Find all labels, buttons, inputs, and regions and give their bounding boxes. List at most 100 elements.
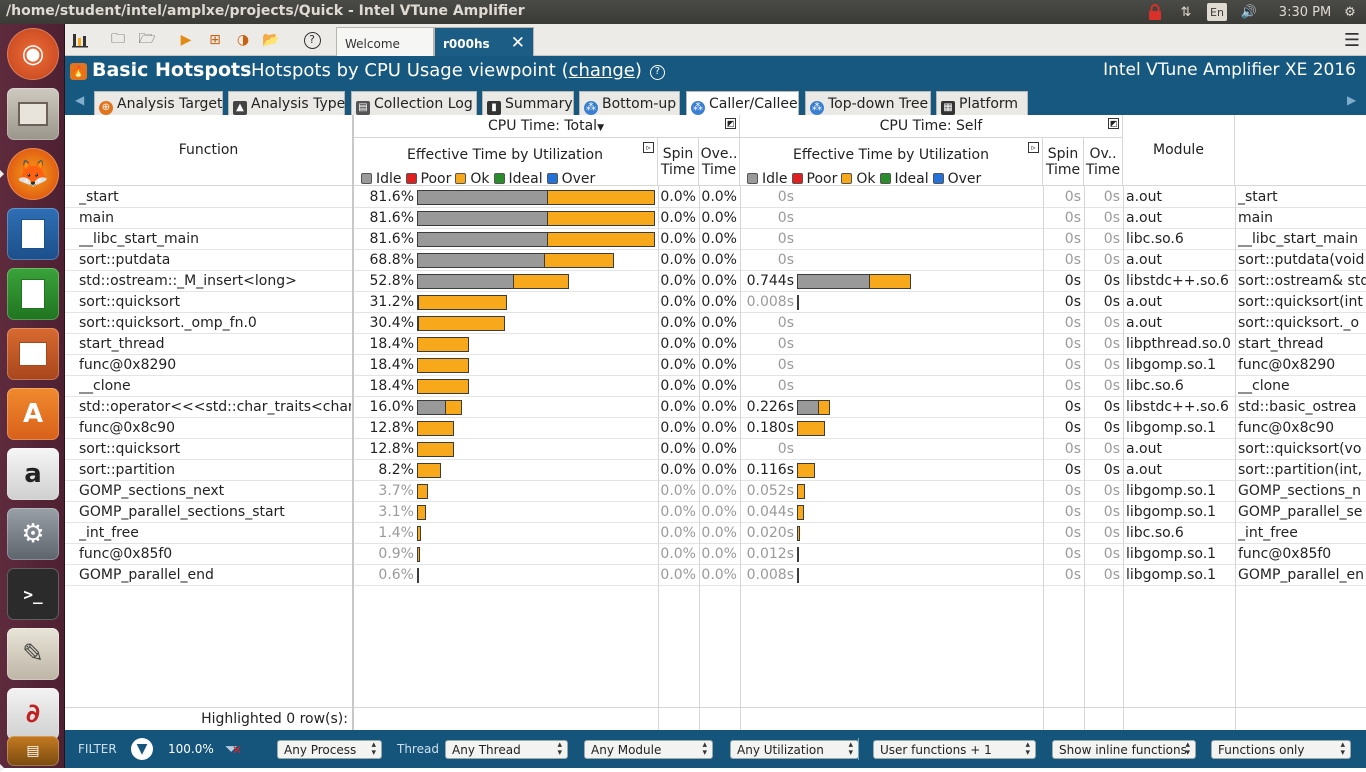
- cpu-total-bar: [417, 547, 420, 562]
- system-settings-icon[interactable]: ⚙: [7, 508, 59, 560]
- vtune-chart-icon[interactable]: [70, 30, 90, 50]
- table-row[interactable]: main 81.6% 0.0% 0.0% 0s 0s 0s a.out main: [65, 208, 1366, 229]
- header-spin-self[interactable]: Spin Time: [1043, 138, 1084, 186]
- ubuntu-dash-icon[interactable]: ◉: [7, 28, 59, 80]
- inline-select[interactable]: Show inline functions ▴ ▾: [1052, 740, 1196, 759]
- header-spin-total[interactable]: Spin Time: [658, 138, 699, 186]
- table-row[interactable]: GOMP_sections_next 3.7% 0.0% 0.0% 0.052s 0s 0s…: [65, 481, 1366, 502]
- thread-select[interactable]: Any Thread ▴ ▾: [445, 740, 568, 759]
- clock[interactable]: 3:30 PM: [1278, 4, 1332, 20]
- files-icon[interactable]: [7, 88, 59, 140]
- full-function-name: func@0x8290: [1238, 357, 1336, 373]
- table-row[interactable]: GOMP_parallel_end 0.6% 0.0% 0.0% 0.008s 0s 0s l…: [65, 565, 1366, 586]
- network-arrows-icon[interactable]: ⇅: [1180, 4, 1192, 20]
- header-over-total[interactable]: Ove.. Time: [699, 138, 740, 186]
- lock-icon[interactable]: [1146, 2, 1164, 22]
- functions-select[interactable]: User functions + 1 ▴ ▾: [873, 740, 1036, 759]
- cpu-total-bar: [417, 232, 655, 247]
- tabs-scroll-left-icon[interactable]: ◀: [75, 93, 85, 107]
- over-total-value: 0.0%: [701, 462, 737, 478]
- vtune-icon[interactable]: ▤: [7, 736, 59, 766]
- over-self-value: 0s: [1103, 336, 1120, 352]
- table-row[interactable]: std::ostream::_M_insert<long> 52.8% 0.0% 0.…: [65, 271, 1366, 292]
- help-icon[interactable]: ?: [302, 30, 322, 50]
- table-row[interactable]: sort::quicksort 12.8% 0.0% 0.0% 0s 0s 0s a.out s…: [65, 439, 1366, 460]
- calc-icon[interactable]: [7, 268, 59, 320]
- filter-funnel-icon[interactable]: ▼: [131, 738, 153, 760]
- open-project-icon[interactable]: 🗁: [138, 31, 156, 47]
- table-row[interactable]: __libc_start_main 81.6% 0.0% 0.0% 0s 0s 0s libc…: [65, 229, 1366, 250]
- collapse-total-icon[interactable]: ◩: [725, 118, 736, 129]
- table-row[interactable]: sort::partition 8.2% 0.0% 0.0% 0.116s 0s 0s a.o…: [65, 460, 1366, 481]
- header-eff-time-total[interactable]: Effective Time by Utilization: [353, 138, 658, 186]
- module-select[interactable]: Any Module ▴ ▾: [584, 740, 713, 759]
- software-center-icon[interactable]: A: [7, 388, 59, 440]
- new-project-icon[interactable]: 🗀: [111, 31, 125, 47]
- tab-welcome[interactable]: Welcome: [336, 27, 434, 56]
- cpu-self-value: 0s: [777, 252, 794, 268]
- header-full-function[interactable]: [1235, 115, 1366, 186]
- tab-r000hs[interactable]: r000hs ✕: [434, 27, 534, 56]
- volume-icon[interactable]: 🔊: [1240, 4, 1258, 20]
- close-tab-icon[interactable]: ✕: [510, 33, 525, 53]
- change-viewpoint-link[interactable]: change: [568, 60, 635, 81]
- tab-platform[interactable]: ▦ Platform: [936, 91, 1028, 115]
- cpu-self-bar: [797, 568, 799, 583]
- tab-analysis-type[interactable]: ▲ Analysis Type: [228, 91, 345, 115]
- firefox-icon[interactable]: 🦊: [7, 148, 59, 200]
- table-row[interactable]: sort::quicksort._omp_fn.0 30.4% 0.0% 0.0% 0s…: [65, 313, 1366, 334]
- mode-select[interactable]: Functions only ▴ ▾: [1211, 740, 1351, 759]
- spin-self-value: 0s: [1064, 525, 1081, 541]
- hamburger-menu-icon[interactable]: ☰: [1343, 30, 1360, 51]
- open-result-icon[interactable]: 📂: [262, 32, 280, 48]
- tab-analysis-target[interactable]: ⊕ Analysis Target: [94, 91, 223, 115]
- writer-icon[interactable]: [7, 208, 59, 260]
- header-module[interactable]: Module: [1123, 115, 1235, 186]
- tab-label: Bottom-up: [602, 96, 677, 112]
- new-analysis-icon[interactable]: ▶: [180, 32, 192, 48]
- tabs-scroll-right-icon[interactable]: ▶: [1347, 93, 1357, 107]
- tab-caller-callee[interactable]: ⁂ Caller/Callee: [686, 91, 799, 115]
- compare-results-icon[interactable]: ◑: [236, 32, 250, 48]
- table-row[interactable]: GOMP_parallel_sections_start 3.1% 0.0% 0.0%…: [65, 502, 1366, 523]
- viewpoint-help-icon[interactable]: ?: [649, 65, 665, 80]
- table-row[interactable]: func@0x8290 18.4% 0.0% 0.0% 0s 0s 0s libgomp.so…: [65, 355, 1366, 376]
- utilization-select[interactable]: Any Utilization ▴ ▾: [730, 740, 859, 759]
- import-result-icon[interactable]: ⊞: [209, 32, 221, 48]
- expand-eff-total-icon[interactable]: ▹: [643, 142, 654, 153]
- table-row[interactable]: _start 81.6% 0.0% 0.0% 0s 0s 0s a.out _start: [65, 187, 1366, 208]
- header-function[interactable]: Function: [65, 115, 353, 186]
- keyboard-layout[interactable]: En: [1207, 3, 1227, 21]
- settings-gear-icon[interactable]: ⚙: [1344, 4, 1356, 20]
- tab-top-down-tree[interactable]: ⁂ Top-down Tree: [805, 91, 931, 115]
- idle-segment: [418, 401, 447, 414]
- amazon-icon[interactable]: a: [7, 448, 59, 500]
- impress-icon[interactable]: [7, 328, 59, 380]
- collapse-self-icon[interactable]: ◩: [1108, 118, 1119, 129]
- header-eff-time-self[interactable]: Effective Time by Utilization: [740, 138, 1043, 186]
- over-total-value: 0.0%: [701, 483, 737, 499]
- cpu-self-value: 0.116s: [746, 462, 794, 478]
- header-over-self[interactable]: Ov.. Time: [1084, 138, 1123, 186]
- table-row[interactable]: start_thread 18.4% 0.0% 0.0% 0s 0s 0s libpthrea…: [65, 334, 1366, 355]
- table-row[interactable]: func@0x8c90 12.8% 0.0% 0.0% 0.180s 0s 0s libgom…: [65, 418, 1366, 439]
- table-row[interactable]: _int_free 1.4% 0.0% 0.0% 0.020s 0s 0s libc.so.6…: [65, 523, 1366, 544]
- table-row[interactable]: __clone 18.4% 0.0% 0.0% 0s 0s 0s libc.so.6 __clo…: [65, 376, 1366, 397]
- clear-filter-icon[interactable]: ⏷✕: [225, 739, 242, 758]
- table-row[interactable]: sort::quicksort 31.2% 0.0% 0.0% 0.008s 0s 0s a.…: [65, 292, 1366, 313]
- header-cpu-self[interactable]: CPU Time: Self: [740, 115, 1123, 138]
- cpu-self-value: 0s: [777, 441, 794, 457]
- splitter[interactable]: [352, 115, 354, 730]
- tab-collection-log[interactable]: ▤ Collection Log: [351, 91, 477, 115]
- document-viewer-icon[interactable]: ∂: [7, 688, 59, 740]
- process-select[interactable]: Any Process ▴ ▾: [277, 740, 382, 759]
- tab-bottom-up[interactable]: ⁂ Bottom-up: [579, 91, 680, 115]
- table-row[interactable]: sort::putdata 68.8% 0.0% 0.0% 0s 0s 0s a.out sor…: [65, 250, 1366, 271]
- header-cpu-total[interactable]: CPU Time: Total▼: [353, 115, 740, 138]
- text-editor-icon[interactable]: ✎: [7, 628, 59, 680]
- table-row[interactable]: func@0x85f0 0.9% 0.0% 0.0% 0.012s 0s 0s libgomp…: [65, 544, 1366, 565]
- table-row[interactable]: std::operator<<<std::char_traits<char>> 1…: [65, 397, 1366, 418]
- tab-summary[interactable]: ▮ Summary: [482, 91, 574, 115]
- terminal-icon[interactable]: >_: [7, 568, 59, 620]
- expand-eff-self-icon[interactable]: ▹: [1028, 142, 1039, 153]
